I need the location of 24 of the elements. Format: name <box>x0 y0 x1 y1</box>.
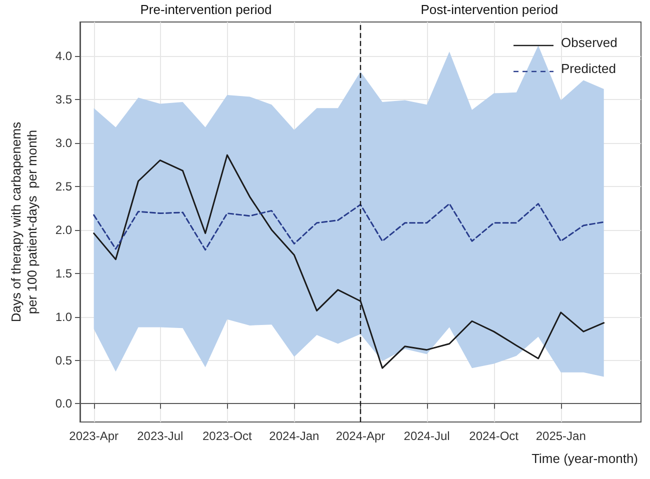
x-tick-label: 2024-Apr <box>336 429 386 443</box>
y-tick-label: 4.0 <box>55 48 72 63</box>
y-axis-title: Days of therapy with carbapenems per 100 patient-days per month <box>8 121 40 322</box>
line-series <box>93 202 605 251</box>
x-tick-label: 2024-Oct <box>469 429 520 443</box>
y-tick-label: 3.5 <box>55 92 72 106</box>
x-tick-label: 2025-Jan <box>536 429 586 443</box>
y-tick-label: 2.5 <box>55 179 72 194</box>
legend-label: Predicted <box>561 61 616 76</box>
legend-label: Observed <box>561 35 618 50</box>
x-tick-label: 2023-Oct <box>202 429 253 443</box>
y-tick-label: 0.5 <box>55 353 72 368</box>
text: Post-intervention period <box>420 2 558 17</box>
y-tick-label: 1.5 <box>55 266 72 280</box>
y-tick-label: 3.0 <box>55 136 72 150</box>
y-tick-label: 2.0 <box>55 222 72 237</box>
y-tick-label: 0.0 <box>55 396 72 411</box>
x-tick-label: 2023-Apr <box>69 429 119 443</box>
y-tick-label: 1.0 <box>55 310 72 324</box>
x-tick-label: 2024-Jul <box>404 429 450 443</box>
x-axis-title: Time (year-month) <box>532 451 638 466</box>
x-tick-label: 2024-Jan <box>269 429 320 443</box>
text: Pre-intervention period <box>140 2 272 17</box>
x-tick-label: 2023-Jul <box>137 429 184 443</box>
